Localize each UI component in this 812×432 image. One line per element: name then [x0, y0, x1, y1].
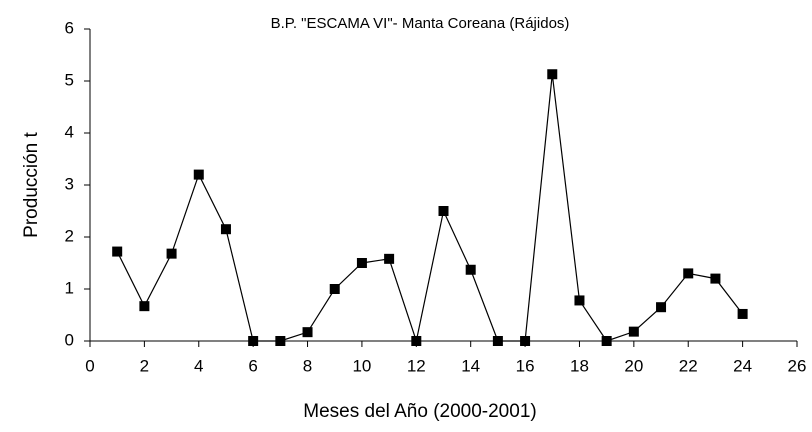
y-tick-label: 0: [65, 330, 74, 349]
x-tick-label: 4: [194, 356, 203, 375]
x-tick-label: 24: [733, 356, 752, 375]
marker: [112, 246, 123, 257]
marker: [384, 253, 395, 264]
marker: [220, 224, 231, 235]
x-tick-label: 22: [679, 356, 698, 375]
y-axis-label: Producción t: [21, 131, 42, 237]
x-tick-label: 16: [516, 356, 535, 375]
marker: [275, 336, 286, 346]
y-tick-label: 5: [65, 70, 74, 89]
marker: [465, 264, 476, 275]
y-tick-label: 1: [65, 278, 74, 297]
marker: [656, 302, 667, 313]
marker: [329, 284, 340, 294]
x-tick-label: 10: [352, 356, 371, 375]
marker: [139, 301, 150, 312]
marker: [492, 336, 503, 346]
marker: [683, 268, 694, 279]
marker: [438, 206, 449, 216]
marker: [520, 336, 531, 346]
x-tick-label: 26: [788, 356, 807, 375]
chart-title: B.P. "ESCAMA VI"- Manta Coreana (Rájidos…: [271, 15, 570, 32]
marker: [547, 69, 558, 80]
x-tick-label: 14: [461, 356, 480, 375]
marker: [710, 273, 721, 284]
marker: [193, 169, 204, 180]
x-tick-label: 12: [407, 356, 426, 375]
x-tick-label: 8: [303, 356, 312, 375]
x-tick-label: 18: [570, 356, 589, 375]
y-tick-label: 3: [65, 174, 74, 193]
marker: [628, 326, 639, 337]
y-tick-label: 4: [65, 122, 74, 141]
marker: [601, 336, 612, 346]
marker: [302, 327, 313, 338]
marker: [574, 295, 585, 306]
y-tick-label: 2: [65, 226, 74, 245]
x-axis-label: Meses del Año (2000-2001): [303, 401, 536, 422]
marker: [411, 336, 422, 346]
data-line: [116, 74, 744, 344]
x-tick-label: 0: [85, 356, 94, 375]
marker: [356, 258, 367, 268]
marker: [248, 336, 259, 346]
x-tick-label: 20: [624, 356, 643, 375]
marker: [737, 308, 748, 319]
x-tick-label: 6: [248, 356, 257, 375]
marker: [166, 248, 177, 259]
x-tick-label: 2: [140, 356, 149, 375]
y-tick-label: 6: [65, 18, 74, 37]
